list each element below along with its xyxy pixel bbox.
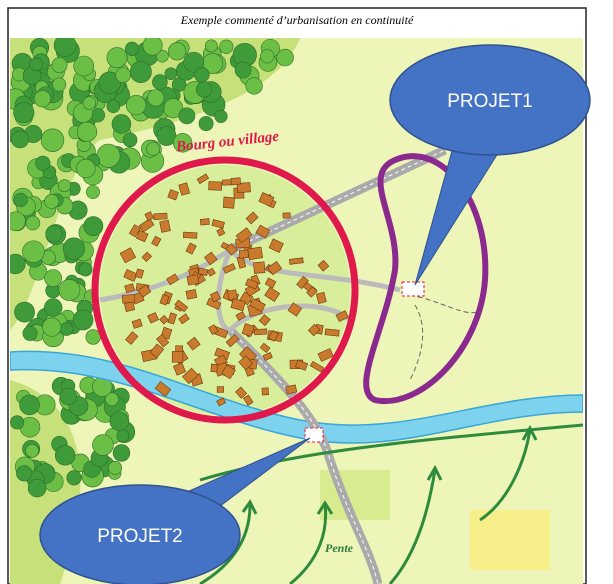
tree — [196, 82, 212, 98]
tree — [59, 279, 80, 300]
slope-label: Pente — [325, 541, 354, 555]
tree — [260, 49, 274, 63]
tree — [93, 435, 114, 456]
tree — [14, 102, 34, 122]
tree — [67, 471, 82, 486]
house — [254, 329, 267, 335]
tree — [26, 444, 39, 457]
house — [200, 219, 209, 225]
tree — [116, 68, 131, 83]
tree — [83, 97, 96, 110]
tree — [126, 95, 146, 115]
house — [283, 213, 290, 218]
tree — [79, 263, 92, 276]
house — [183, 232, 197, 238]
tree — [26, 216, 40, 230]
tree — [107, 100, 120, 113]
tree — [23, 326, 37, 340]
house — [239, 250, 248, 258]
tree — [23, 241, 45, 263]
tree — [52, 78, 65, 91]
tree — [36, 156, 51, 171]
house — [223, 197, 234, 208]
tree — [20, 395, 40, 415]
tree — [45, 194, 59, 208]
tree — [143, 36, 162, 55]
tree — [107, 47, 127, 67]
tree — [146, 142, 159, 155]
screenshot: Exemple commenté d’urbanisation en conti… — [0, 0, 613, 584]
tree — [60, 388, 77, 405]
house — [325, 329, 339, 336]
tree — [246, 78, 263, 95]
house — [227, 290, 237, 301]
tree — [10, 416, 23, 429]
house — [122, 295, 134, 304]
tree — [34, 90, 51, 107]
callout-label: PROJET2 — [97, 526, 183, 547]
tree — [55, 445, 75, 465]
house — [248, 247, 263, 260]
tree — [97, 144, 120, 167]
tree — [113, 445, 130, 462]
tree — [74, 56, 94, 76]
tree — [91, 108, 105, 122]
callout-label: PROJET1 — [447, 91, 533, 112]
tree — [152, 75, 167, 90]
tree — [235, 62, 251, 78]
tree — [220, 40, 234, 54]
house — [211, 364, 218, 372]
tree — [28, 479, 46, 497]
tree — [147, 90, 164, 107]
tree — [165, 68, 177, 80]
tree — [77, 122, 97, 142]
tree — [44, 299, 62, 317]
tree — [205, 40, 217, 52]
tree — [52, 57, 67, 72]
tree — [86, 185, 99, 198]
house — [160, 220, 171, 232]
tree — [41, 129, 64, 152]
house — [187, 275, 199, 285]
tree — [14, 193, 28, 207]
tree — [179, 108, 195, 124]
house — [231, 178, 241, 185]
tree — [58, 180, 70, 192]
tree — [77, 159, 96, 178]
tree — [199, 116, 213, 130]
tree — [168, 43, 186, 61]
tree — [16, 466, 32, 482]
tree — [194, 67, 209, 82]
house — [172, 351, 183, 362]
house — [217, 387, 224, 393]
tree — [123, 133, 137, 147]
tree — [73, 310, 93, 330]
tree — [112, 115, 131, 134]
tree — [130, 61, 151, 82]
house — [209, 182, 222, 191]
house — [262, 388, 269, 395]
tree — [84, 216, 103, 235]
tree — [60, 323, 73, 336]
map-title: Exemple commenté d’urbanisation en conti… — [180, 13, 414, 27]
project-site — [402, 282, 424, 296]
tree — [215, 110, 228, 123]
tree — [63, 238, 85, 260]
tree — [125, 42, 139, 56]
tree — [42, 318, 61, 337]
house — [186, 290, 197, 300]
tree — [110, 412, 129, 431]
tree — [46, 225, 63, 242]
tree — [45, 270, 62, 287]
tree — [15, 302, 35, 322]
tree — [108, 461, 121, 474]
tree — [30, 58, 43, 71]
house — [154, 213, 168, 220]
tree — [117, 430, 129, 442]
house — [253, 262, 265, 274]
tree — [11, 131, 28, 148]
